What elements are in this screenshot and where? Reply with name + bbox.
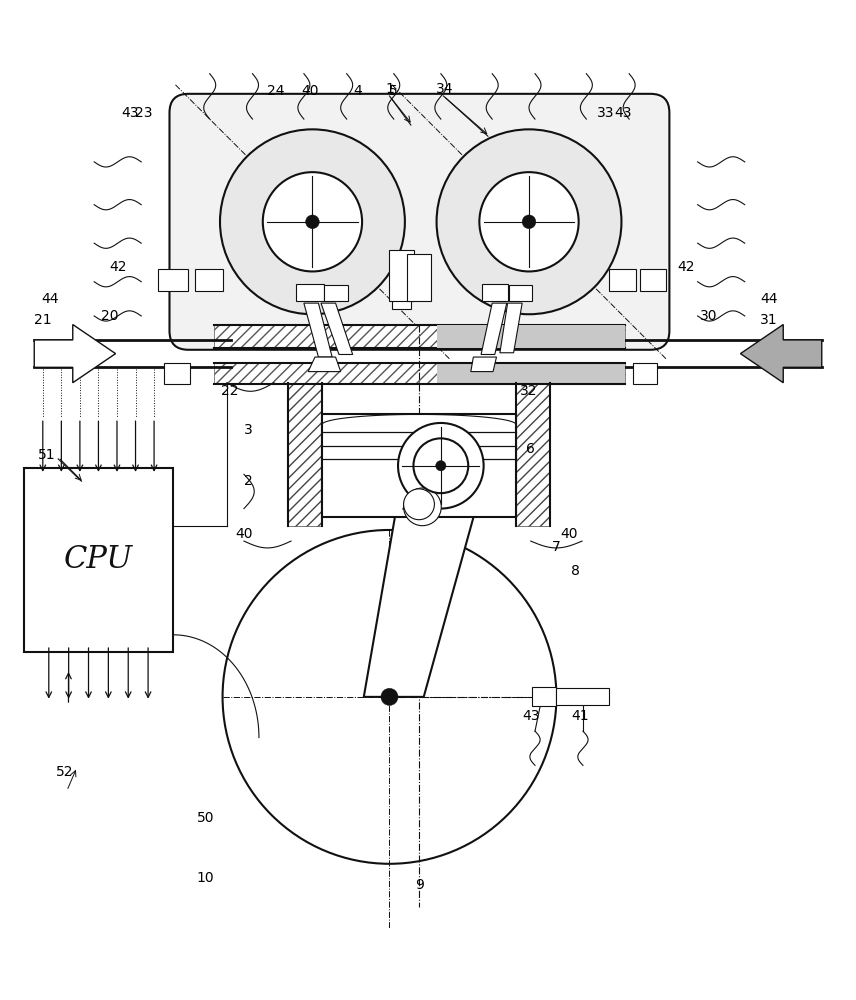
- Bar: [556, 688, 609, 705]
- Text: 32: 32: [520, 384, 538, 398]
- Bar: [532, 687, 556, 706]
- Text: 43: 43: [522, 709, 539, 723]
- Polygon shape: [288, 383, 322, 526]
- Text: 31: 31: [760, 313, 777, 327]
- Bar: [392, 287, 411, 309]
- Bar: [407, 254, 431, 301]
- Polygon shape: [481, 303, 507, 354]
- Bar: [296, 284, 324, 301]
- Text: 43: 43: [615, 106, 632, 120]
- Text: 44: 44: [41, 292, 58, 306]
- Text: 33: 33: [597, 106, 615, 120]
- Circle shape: [413, 438, 468, 493]
- Bar: [633, 363, 657, 384]
- Bar: [509, 285, 532, 301]
- FancyBboxPatch shape: [169, 94, 669, 350]
- Polygon shape: [471, 357, 496, 372]
- Polygon shape: [304, 303, 332, 357]
- Bar: [214, 325, 625, 348]
- Text: 24: 24: [267, 84, 284, 98]
- Bar: [437, 363, 625, 384]
- Bar: [164, 363, 190, 384]
- Text: 50: 50: [197, 811, 214, 825]
- Circle shape: [522, 215, 536, 229]
- Polygon shape: [500, 303, 522, 353]
- Bar: [389, 250, 414, 301]
- Text: 41: 41: [572, 709, 589, 723]
- Bar: [640, 269, 666, 291]
- Text: 43: 43: [122, 106, 139, 120]
- Bar: [24, 468, 173, 652]
- Text: 3: 3: [244, 423, 253, 437]
- Circle shape: [220, 129, 405, 314]
- Text: 5: 5: [389, 84, 398, 98]
- Circle shape: [306, 215, 319, 229]
- Text: 7: 7: [552, 540, 561, 554]
- Circle shape: [381, 688, 398, 705]
- Circle shape: [398, 423, 484, 509]
- Text: 8: 8: [571, 564, 580, 578]
- Bar: [437, 325, 625, 348]
- Text: 1: 1: [385, 82, 394, 96]
- Text: 21: 21: [34, 313, 51, 327]
- Bar: [322, 414, 516, 517]
- Text: 4: 4: [354, 84, 362, 98]
- Bar: [214, 363, 625, 384]
- Polygon shape: [516, 383, 550, 526]
- Text: 44: 44: [760, 292, 777, 306]
- Text: 40: 40: [301, 84, 318, 98]
- Text: 10: 10: [197, 871, 214, 885]
- Polygon shape: [404, 461, 467, 509]
- Bar: [195, 269, 223, 291]
- Polygon shape: [308, 357, 341, 372]
- Circle shape: [404, 488, 442, 526]
- Text: 23: 23: [135, 106, 152, 120]
- Text: 22: 22: [221, 384, 238, 398]
- Circle shape: [437, 129, 621, 314]
- Text: 2: 2: [244, 474, 253, 488]
- Text: 34: 34: [437, 82, 454, 96]
- Polygon shape: [364, 474, 485, 697]
- Polygon shape: [34, 325, 116, 383]
- Text: 51: 51: [39, 448, 56, 462]
- Circle shape: [479, 172, 579, 271]
- Bar: [324, 285, 348, 301]
- Text: 42: 42: [678, 260, 695, 274]
- Polygon shape: [321, 303, 353, 354]
- Circle shape: [404, 489, 434, 520]
- Text: 40: 40: [235, 527, 253, 541]
- Text: 9: 9: [415, 878, 424, 892]
- Bar: [482, 284, 508, 301]
- Circle shape: [263, 172, 362, 271]
- Text: 20: 20: [101, 309, 118, 323]
- Text: 6: 6: [526, 442, 535, 456]
- Text: 30: 30: [700, 309, 717, 323]
- Polygon shape: [740, 325, 822, 383]
- Bar: [158, 269, 188, 291]
- Bar: [609, 269, 636, 291]
- Text: CPU: CPU: [64, 544, 133, 575]
- Text: 52: 52: [56, 765, 73, 779]
- Text: 40: 40: [561, 527, 578, 541]
- Circle shape: [436, 461, 446, 471]
- Circle shape: [223, 530, 556, 864]
- Text: 42: 42: [110, 260, 127, 274]
